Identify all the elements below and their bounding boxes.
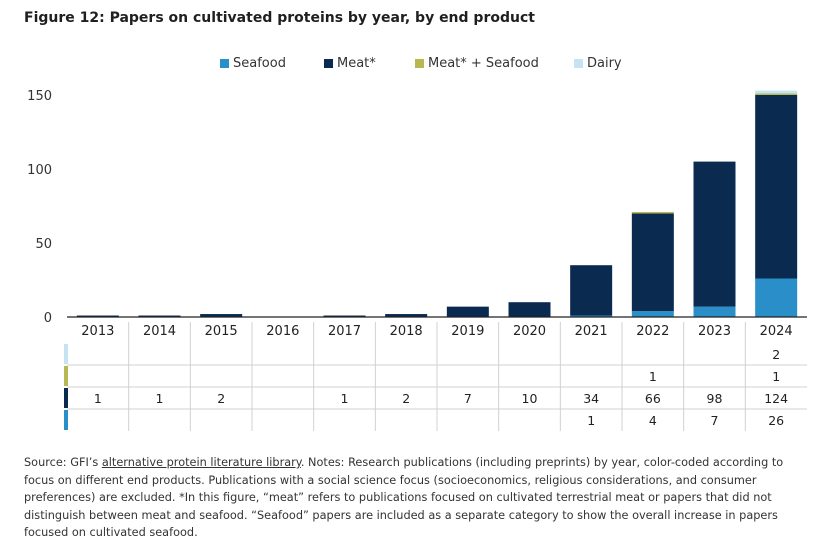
bar-segment: [508, 302, 551, 317]
bar-segment: [755, 95, 798, 279]
table-cell-value: 2: [772, 347, 780, 362]
legend-swatch-dairy: [574, 59, 583, 68]
bar-segment: [755, 278, 798, 317]
literature-library-link[interactable]: alternative protein literature library: [101, 456, 301, 469]
y-tick-label: 50: [35, 237, 52, 252]
legend-item-meat: Meat*: [324, 56, 376, 71]
legend-item-seafood: Seafood: [220, 56, 286, 71]
bar-segment: [755, 90, 798, 94]
table-row-marker: [64, 366, 68, 386]
table-row-marker: [64, 344, 68, 364]
table-cell-value: 66: [645, 391, 661, 406]
bar-segment: [570, 315, 613, 317]
table-cell-value: 1: [772, 369, 780, 384]
table-cell-value: 1: [649, 369, 657, 384]
table-cell-value: 4: [649, 413, 657, 428]
legend-item-meat-seafood: Meat* + Seafood: [415, 56, 539, 71]
table-cell-value: 1: [156, 391, 164, 406]
table-cell-value: 34: [583, 391, 599, 406]
table-cell-value: 7: [711, 413, 719, 428]
bar-segment: [755, 93, 798, 95]
y-tick-label: 0: [44, 311, 52, 326]
bar-segment: [570, 265, 613, 316]
bar-segment: [631, 213, 674, 312]
bar-segment: [323, 315, 366, 317]
footnote-prefix: Source: GFI’s: [24, 456, 102, 469]
table-cell-value: 2: [402, 391, 410, 406]
table-cell-value: 26: [768, 413, 784, 428]
x-tick-label: 2020: [513, 324, 546, 339]
table-cell-value: 7: [464, 391, 472, 406]
x-tick-label: 2022: [636, 324, 669, 339]
table-row-marker: [64, 388, 68, 408]
x-tick-label: 2014: [143, 324, 176, 339]
stacked-bar-chart: 0 50 100 150 2013 2014 2015 2016 2017 2018 2019 202…: [27, 89, 807, 431]
legend-label-seafood: Seafood: [233, 56, 286, 71]
x-tick-label: 2015: [205, 324, 238, 339]
legend-item-dairy: Dairy: [574, 56, 622, 71]
table-row-marker: [64, 410, 68, 430]
bar-segment: [446, 306, 489, 317]
x-tick-label: 2023: [698, 324, 731, 339]
legend-label-meat-seafood: Meat* + Seafood: [428, 56, 539, 71]
legend-label-dairy: Dairy: [587, 56, 622, 71]
table-cell-value: 10: [522, 391, 538, 406]
bar-segment: [200, 314, 243, 317]
table-cell-value: 124: [764, 391, 788, 406]
table-cell-value: 1: [341, 391, 349, 406]
x-tick-label: 2019: [451, 324, 484, 339]
x-tick-label: 2017: [328, 324, 361, 339]
legend-swatch-meat-seafood: [415, 59, 424, 68]
x-tick-label: 2013: [81, 324, 114, 339]
legend-swatch-seafood: [220, 59, 229, 68]
source-footnote: Source: GFI’s alternative protein litera…: [24, 454, 806, 542]
y-tick-label: 100: [27, 163, 52, 178]
table-cell-value: 98: [707, 391, 723, 406]
bar-segment: [693, 306, 736, 317]
table-cell-value: 1: [94, 391, 102, 406]
table-cell-value: 2: [217, 391, 225, 406]
legend-label-meat: Meat*: [337, 56, 376, 71]
y-tick-label: 150: [27, 89, 52, 104]
x-tick-label: 2021: [575, 324, 608, 339]
bar-segment: [385, 314, 428, 317]
x-tick-label: 2018: [390, 324, 423, 339]
legend-swatch-meat: [324, 59, 333, 68]
bar-segment: [76, 315, 119, 317]
bar-segment: [631, 311, 674, 317]
bar-segment: [631, 211, 674, 214]
bar-segment: [138, 315, 181, 317]
x-tick-label: 2016: [266, 324, 299, 339]
figure-title: Figure 12: Papers on cultivated proteins…: [24, 10, 535, 26]
bar-segment: [693, 161, 736, 307]
chart-legend: Seafood Meat* Meat* + Seafood Dairy: [0, 56, 829, 72]
footnote-text: . Notes: Research publications (includin…: [24, 456, 784, 540]
x-tick-label: 2024: [760, 324, 793, 339]
table-cell-value: 1: [587, 413, 595, 428]
